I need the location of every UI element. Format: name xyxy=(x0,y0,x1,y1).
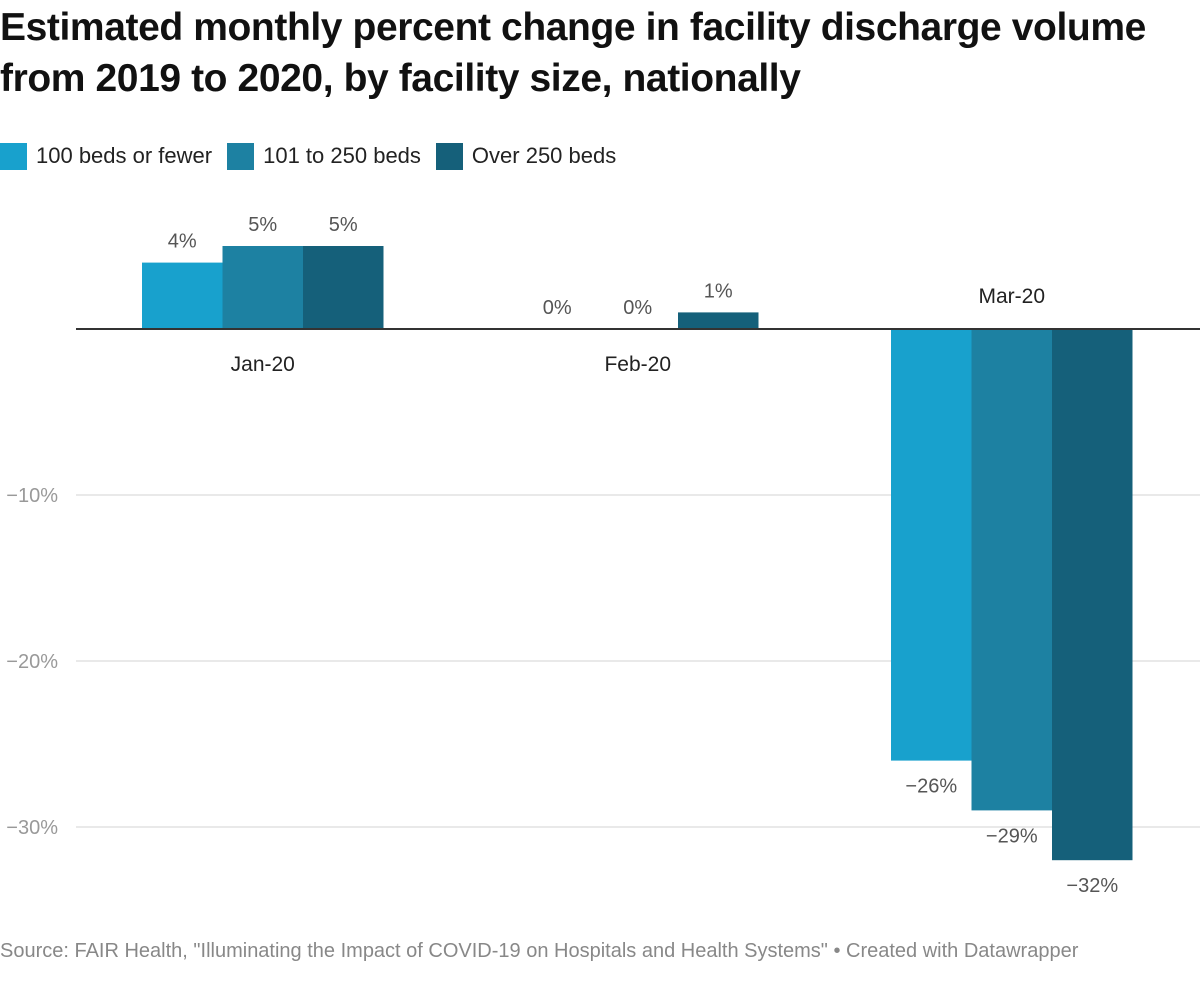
bar xyxy=(222,246,303,329)
legend-swatch xyxy=(0,142,27,170)
data-label: 0% xyxy=(543,297,572,319)
data-label: 5% xyxy=(329,214,358,236)
legend-item-100-or-fewer: 100 beds or fewer xyxy=(0,142,213,170)
x-category-label: Mar-20 xyxy=(978,285,1045,308)
source-note: Source: FAIR Health, "Illuminating the I… xyxy=(0,940,1079,962)
bar xyxy=(142,262,223,329)
legend-item-101-to-250: 101 to 250 beds xyxy=(227,142,421,170)
legend-swatch xyxy=(227,142,255,170)
bar-chart: −10% −20% −30% 4% 5% 5% 0% 0% 1% −26% −29% −32% Jan-… xyxy=(6,214,1200,897)
y-tick-label: −10% xyxy=(6,485,58,507)
data-label: 4% xyxy=(168,231,197,253)
y-tick-label: −30% xyxy=(6,817,58,839)
x-category-label: Jan-20 xyxy=(231,353,295,376)
chart-title: Estimated monthly percent change in faci… xyxy=(0,6,1146,100)
data-label: 5% xyxy=(248,214,277,236)
legend-item-over-250: Over 250 beds xyxy=(435,142,617,170)
legend-swatch xyxy=(435,142,463,170)
data-label: −29% xyxy=(986,825,1038,847)
legend-label: Over 250 beds xyxy=(471,143,617,168)
legend-label: 101 to 250 beds xyxy=(263,143,421,168)
x-category-label: Feb-20 xyxy=(604,353,671,376)
bar xyxy=(678,312,759,329)
data-label: 1% xyxy=(704,280,733,302)
bar xyxy=(303,246,384,329)
legend-label: 100 beds or fewer xyxy=(36,143,213,168)
bar xyxy=(971,329,1052,811)
bar xyxy=(1052,329,1133,861)
bar xyxy=(891,329,972,761)
data-label: −32% xyxy=(1066,875,1118,897)
data-label: −26% xyxy=(905,776,957,798)
chart-legend: 100 beds or fewer 101 to 250 beds Over 2… xyxy=(0,140,631,172)
data-label: 0% xyxy=(623,297,652,319)
y-tick-label: −20% xyxy=(6,651,58,673)
